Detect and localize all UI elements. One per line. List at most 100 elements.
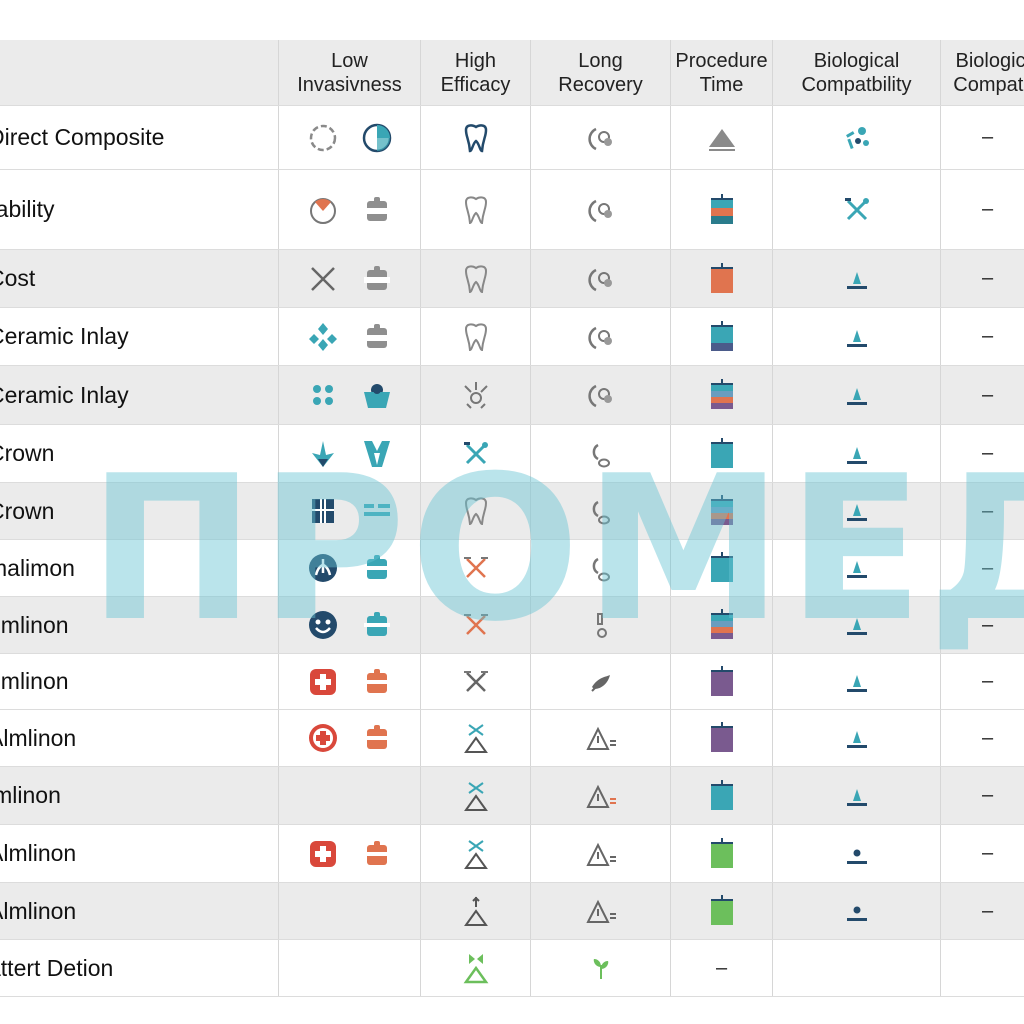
high-efficacy-cell: [420, 710, 530, 766]
long-recovery-cell: [530, 710, 670, 766]
table-row[interactable]: Almlinon –: [0, 825, 1024, 883]
column-header-2[interactable]: High Efficacy: [420, 40, 530, 105]
low-invasiveness-cell: [278, 710, 420, 766]
table-row[interactable]: umlinon –: [0, 654, 1024, 710]
biological-compatibility-2-cell: –: [940, 540, 1024, 596]
high-efficacy-cell: [420, 654, 530, 709]
block-blue-icon: [705, 779, 739, 813]
column-header-1[interactable]: Low Invasivness: [278, 40, 420, 105]
column-header-5[interactable]: Biological Compatbility: [772, 40, 940, 105]
high-efficacy-cell: [420, 425, 530, 482]
table-row[interactable]: malimon –: [0, 540, 1024, 597]
biological-compatibility-cell: [772, 767, 940, 824]
table-row[interactable]: Direct Composite –: [0, 106, 1024, 170]
people-blue-icon: [360, 378, 394, 412]
row-label-cell: Direct Composite: [0, 106, 278, 169]
high-efficacy-cell: [420, 597, 530, 653]
column-header-4[interactable]: Procedure Time: [670, 40, 772, 105]
plus-square-red-icon: [306, 837, 340, 871]
puzzle-red-icon: [360, 665, 394, 699]
column-header-3[interactable]: Long Recovery: [530, 40, 670, 105]
long-recovery-cell: [530, 767, 670, 824]
marker-teal-icon: [840, 665, 874, 699]
compatibility-value: –: [981, 784, 994, 806]
row-label-cell: Cost: [0, 250, 278, 307]
column-header-6[interactable]: Biologic Compati: [940, 40, 1024, 105]
row-label-cell: Ceramic Inlay: [0, 366, 278, 424]
table-row[interactable]: Ceramic Inlay –: [0, 308, 1024, 366]
column-header-label: Long Recovery: [558, 49, 643, 96]
high-efficacy-cell: [420, 106, 530, 169]
biological-compatibility-2-cell: –: [940, 883, 1024, 939]
biological-compatibility-2-cell: –: [940, 170, 1024, 249]
biological-compatibility-2-cell: –: [940, 597, 1024, 653]
column-header-label: Biological Compatbility: [801, 49, 912, 96]
table-row[interactable]: Almlinon –: [0, 710, 1024, 767]
marker-teal-icon: [840, 437, 874, 471]
block-blue-icon: [705, 551, 739, 585]
long-recovery-cell: [530, 483, 670, 539]
high-efficacy-cell: [420, 940, 530, 996]
procedure-time-cell: [670, 883, 772, 939]
arrow-down-blue-icon: [306, 437, 340, 471]
row-label-cell: Almlinon: [0, 710, 278, 766]
table-row[interactable]: lmlinon –: [0, 767, 1024, 825]
table-row[interactable]: Cost –: [0, 250, 1024, 308]
long-recovery-cell: [530, 366, 670, 424]
marker-navy-icon: [840, 894, 874, 928]
recovery-icon: [584, 121, 618, 155]
row-label-cell: malimon: [0, 540, 278, 596]
warning-icon: [584, 721, 618, 755]
biological-compatibility-2-cell: –: [940, 425, 1024, 482]
puzzle-grey-icon: [360, 262, 394, 296]
compatibility-value: –: [981, 613, 994, 636]
tools-triangle-icon: [459, 779, 493, 813]
table-row[interactable]: Almlinon –: [0, 883, 1024, 940]
table-row[interactable]: umlinon –: [0, 597, 1024, 654]
long-recovery-cell: [530, 170, 670, 249]
table-row[interactable]: Crown –: [0, 483, 1024, 540]
table-row[interactable]: attert Detion –: [0, 940, 1024, 997]
biological-compatibility-cell: [772, 308, 940, 365]
row-label: Almlinon: [0, 897, 77, 924]
leaf-circle-navy-icon: [306, 551, 340, 585]
column-header-0[interactable]: [0, 40, 278, 105]
high-efficacy-cell: [420, 767, 530, 824]
row-label: Cost: [0, 265, 36, 291]
recovery-icon: [584, 378, 618, 412]
row-label: lmlinon: [0, 782, 61, 808]
biological-compatibility-2-cell: –: [940, 366, 1024, 424]
table-row[interactable]: rability –: [0, 170, 1024, 250]
scatter-teal-icon: [840, 121, 874, 155]
block-orange-icon: [705, 262, 739, 296]
biological-compatibility-2-cell: –: [940, 106, 1024, 169]
long-recovery-cell: [530, 308, 670, 365]
table-row[interactable]: Ceramic Inlay –: [0, 366, 1024, 425]
row-label-cell: Crown: [0, 483, 278, 539]
biological-compatibility-cell: [772, 483, 940, 539]
low-invasiveness-cell: [278, 940, 420, 996]
procedure-time-cell: [670, 597, 772, 653]
block-purple-icon: [705, 665, 739, 699]
recovery-small-icon: [584, 437, 618, 471]
low-invasiveness-cell: [278, 597, 420, 653]
tooth-icon: [459, 494, 493, 528]
biological-compatibility-cell: [772, 597, 940, 653]
grid-navy-icon: [306, 494, 340, 528]
row-label: Crown: [0, 497, 55, 524]
compatibility-value: –: [981, 899, 994, 922]
procedure-time-cell: [670, 170, 772, 249]
dots-blue-icon: [306, 378, 340, 412]
biological-compatibility-cell: [772, 425, 940, 482]
table-row[interactable]: Crown –: [0, 425, 1024, 483]
procedure-time-cell: [670, 250, 772, 307]
low-invasiveness-cell: [278, 483, 420, 539]
low-invasiveness-cell: [278, 106, 420, 169]
tools-grey-icon: [459, 665, 493, 699]
block-green-icon: [705, 837, 739, 871]
row-label: malimon: [0, 554, 75, 581]
diamonds-blue-icon: [306, 320, 340, 354]
puzzle-red-icon: [360, 837, 394, 871]
long-recovery-cell: [530, 883, 670, 939]
row-label: Ceramic Inlay: [0, 323, 129, 349]
